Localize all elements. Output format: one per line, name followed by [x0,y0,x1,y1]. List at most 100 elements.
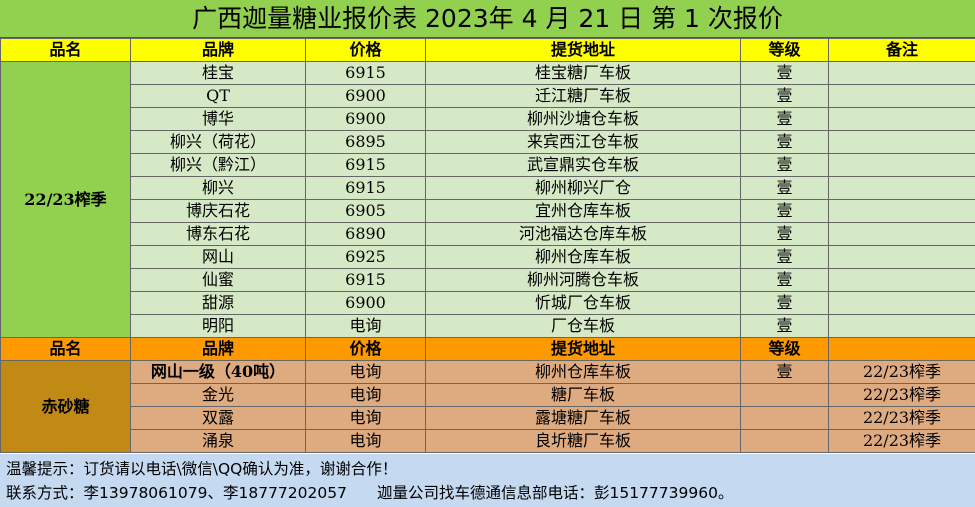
note-cell [828,61,975,85]
section1-row: 博华 6900 柳州沙塘仓车板壹 [1,107,975,131]
address-cell: 糖厂车板 [425,383,741,407]
price-table-body: 品名 品牌 价格 提货地址 等级 备注 22/23榨季 桂宝 6915 桂宝糖厂… [0,38,975,453]
price-cell: 电询 [305,383,426,407]
grade-cell [740,406,829,430]
brand-cell: 网山一级（40吨） [130,360,306,384]
section1-category: 22/23榨季 [0,61,131,338]
note-cell [828,245,975,269]
grade-cell: 壹 [740,84,829,108]
grade-cell: 壹 [740,222,829,246]
brand-cell: 柳兴（黔江） [130,153,306,177]
brand-cell: 博庆石花 [130,199,306,223]
price-cell: 6915 [305,268,426,292]
section2-header-price: 价格 [305,337,426,361]
price-cell: 6895 [305,130,426,154]
section1-row: 博东石花 6890 河池福达仓库车板壹 [1,222,975,246]
address-cell: 忻城厂仓车板 [425,291,741,315]
address-cell: 露塘糖厂车板 [425,406,741,430]
price-cell: 6900 [305,291,426,315]
section2-category: 赤砂糖 [0,360,131,453]
address-cell: 厂仓车板 [425,314,741,338]
address-cell: 桂宝糖厂车板 [425,61,741,85]
section1-row: 柳兴（荷花） 6895 来宾西江仓车板壹 [1,130,975,154]
price-cell: 电询 [305,429,426,453]
grade-cell: 壹 [740,245,829,269]
price-cell: 6890 [305,222,426,246]
section2-header-row: 品名 品牌 价格 提货地址 等级 [0,337,975,361]
section1-row: 仙蜜 6915 柳州河腾仓车板壹 [1,268,975,292]
header-address: 提货地址 [425,38,741,62]
logistics-contact: 迦量公司找车德通信息部电话：彭15177739960。 [376,484,734,502]
section2-row: 双露 电询 露塘糖厂车板 22/23榨季 [1,406,975,430]
brand-cell: 明阳 [130,314,306,338]
contact-phones: 联系方式：李13978061079、李18777202057 [6,484,347,502]
table-header-row: 品名 品牌 价格 提货地址 等级 备注 [0,38,975,62]
header-brand: 品牌 [130,38,306,62]
brand-cell: 博华 [130,107,306,131]
price-cell: 电询 [305,406,426,430]
header-note: 备注 [828,38,975,62]
note-cell [828,84,975,108]
footer-contact: 联系方式：李13978061079、李18777202057 迦量公司找车德通信息… [6,481,969,505]
note-cell: 22/23榨季 [828,360,975,384]
brand-cell: QT [130,84,306,108]
price-cell: 6900 [305,84,426,108]
brand-cell: 桂宝 [130,61,306,85]
section1-row: 博庆石花 6905 宜州仓库车板壹 [1,199,975,223]
section1-row: 甜源 6900 忻城厂仓车板壹 [1,291,975,315]
price-cell: 6925 [305,245,426,269]
brand-cell: 博东石花 [130,222,306,246]
section1-row: 22/23榨季 桂宝 6915 桂宝糖厂车板 壹 [0,61,975,338]
section2-row: 赤砂糖 网山一级（40吨） 电询 柳州仓库车板壹 22/23榨季 [0,360,975,453]
price-cell: 6900 [305,107,426,131]
brand-cell: 仙蜜 [130,268,306,292]
header-price: 价格 [305,38,426,62]
section1-row: 柳兴 6915 柳州柳兴厂仓壹 [1,176,975,200]
grade-cell: 壹 [740,130,829,154]
brand-cell: 柳兴 [130,176,306,200]
section2-header-note [828,337,975,361]
price-cell: 6915 [305,153,426,177]
footer: 温馨提示：订货请以电话\微信\QQ确认为准，谢谢合作！ 联系方式：李139780… [0,454,975,507]
grade-cell: 壹 [740,107,829,131]
section2-header-grade: 等级 [740,337,829,361]
grade-cell: 壹 [740,360,829,384]
section1-row: QT 6900 迁江糖厂车板壹 [1,84,975,108]
note-cell [828,153,975,177]
note-cell [828,107,975,131]
address-cell: 柳州沙塘仓车板 [425,107,741,131]
note-cell [828,130,975,154]
price-cell: 6915 [305,176,426,200]
brand-cell: 双露 [130,406,306,430]
address-cell: 来宾西江仓车板 [425,130,741,154]
grade-cell: 壹 [740,153,829,177]
sheet-title: 广西迦量糖业报价表 2023年 4 月 21 日 第 1 次报价 [0,0,975,38]
note-cell [828,176,975,200]
grade-cell: 壹 [740,199,829,223]
address-cell: 宜州仓库车板 [425,199,741,223]
address-cell: 武宣鼎实仓车板 [425,153,741,177]
address-cell: 柳州仓库车板 [425,360,741,384]
address-cell: 良圻糖厂车板 [425,429,741,453]
footer-notice: 温馨提示：订货请以电话\微信\QQ确认为准，谢谢合作！ [6,460,398,478]
header-name: 品名 [0,38,131,62]
section2-row: 金光 电询 糖厂车板 22/23榨季 [1,383,975,407]
note-cell [828,199,975,223]
grade-cell [740,383,829,407]
brand-cell: 甜源 [130,291,306,315]
note-cell [828,291,975,315]
grade-cell: 壹 [740,314,829,338]
note-cell: 22/23榨季 [828,406,975,430]
price-cell: 6905 [305,199,426,223]
note-cell [828,268,975,292]
section1-row: 柳兴（黔江） 6915 武宣鼎实仓车板壹 [1,153,975,177]
section2-header-brand: 品牌 [130,337,306,361]
note-cell [828,222,975,246]
address-cell: 河池福达仓库车板 [425,222,741,246]
note-cell: 22/23榨季 [828,429,975,453]
price-cell: 电询 [305,360,426,384]
section1-row: 明阳 电询 厂仓车板壹 [1,314,975,338]
price-cell: 电询 [305,314,426,338]
grade-cell: 壹 [740,268,829,292]
